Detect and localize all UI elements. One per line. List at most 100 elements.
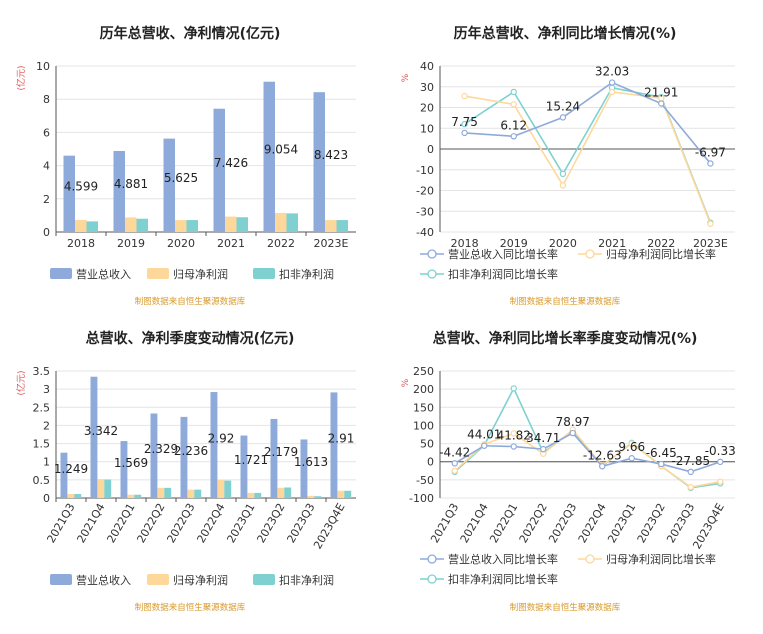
legend-label: 营业总收入同比增长率: [448, 552, 558, 566]
series-point: [461, 129, 468, 137]
bar-parent-profit: [97, 479, 105, 498]
legend-marker: [585, 249, 595, 259]
y-tick-label: 0: [427, 143, 434, 156]
y-tick-label: 250: [413, 365, 434, 378]
line-data-label: 44.01: [467, 428, 501, 442]
bar-parent-profit: [127, 494, 135, 498]
chart-quarterly-amounts: 总营收、净利季度变动情况(亿元) (亿元) 0 0.5 1 1.5 2 2.5 3 3.5 2021…: [15, 330, 356, 613]
series-point: [451, 460, 458, 467]
series-point: [658, 100, 665, 107]
x-tick-label: 2022Q4: [195, 501, 228, 545]
line-data-label: -27.85: [671, 454, 710, 468]
series-line-parent-profit-growth: [464, 91, 712, 224]
bar-deducted-profit: [236, 217, 248, 232]
series-point: [608, 79, 616, 86]
y-tick-label: 0: [43, 226, 50, 239]
x-tick-label: 2022Q1: [105, 501, 138, 545]
bar-parent-profit: [157, 487, 165, 498]
line-data-label: 21.91: [644, 86, 678, 100]
legend-label: 营业总收入: [76, 267, 131, 281]
bar-parent-profit: [67, 494, 75, 498]
bar-data-label: 3.342: [84, 424, 118, 438]
bar-deducted-profit: [164, 487, 172, 498]
chart-annual-amounts: 历年总营收、净利情况(亿元) (亿元) 0 2 4 6 8 10 2018 2019 2020 202…: [15, 25, 356, 307]
bar-data-label: 2.329: [144, 442, 178, 456]
legend-label: 归母净利润: [173, 267, 228, 281]
bar-revenue: [240, 435, 248, 498]
bar-deducted-profit: [314, 496, 322, 498]
y-tick-label: -50: [416, 474, 434, 487]
x-tick-label: 2022Q2: [517, 501, 550, 545]
legend-swatch: [253, 574, 275, 585]
legend-swatch: [147, 268, 169, 279]
y-tick-label: 3: [43, 383, 50, 396]
y-tick-label: 2: [43, 193, 50, 206]
bar-parent-profit: [277, 487, 285, 498]
bar-data-label: 2.236: [174, 444, 208, 458]
series-point: [559, 170, 567, 178]
legend-label: 扣非净利润同比增长率: [448, 572, 558, 586]
y-tick-label: -100: [409, 492, 434, 505]
series-line-parent-profit-growth: [454, 428, 721, 488]
x-tick-label: 2022Q3: [546, 501, 579, 545]
legend-swatch: [253, 268, 275, 279]
y-tick-label: 8: [43, 93, 50, 106]
y-tick-label: 2.5: [33, 401, 51, 414]
legend-marker: [427, 574, 437, 584]
line-data-label: -6.45: [646, 446, 677, 460]
legend-swatch: [50, 574, 72, 585]
bar-deducted-profit: [194, 489, 202, 498]
chart-quarterly-growth: 总营收、净利同比增长率季度变动情况(%)% -100 -50 0 50 100 150 200…: [401, 330, 736, 613]
series-point: [510, 385, 517, 392]
series-line-revenue-growth: [464, 81, 712, 164]
bar-revenue: [213, 108, 225, 232]
series-line-deducted-profit-growth: [464, 86, 712, 223]
line-data-label: 41.82: [497, 429, 531, 443]
bar-revenue: [263, 81, 275, 232]
bar-data-label: 2.179: [264, 445, 298, 459]
series-point: [687, 483, 694, 491]
bar-data-label: 7.426: [214, 156, 248, 170]
y-axis-unit: (亿元): [15, 65, 27, 90]
bar-deducted-profit: [104, 479, 112, 498]
x-tick-label: 2021: [598, 237, 626, 250]
series-point: [510, 443, 517, 450]
bar-revenue: [90, 376, 98, 498]
x-tick-label: 2023Q2: [255, 501, 288, 545]
legend-marker: [585, 554, 595, 564]
series-point: [628, 455, 635, 462]
y-axis-unit: %: [401, 73, 411, 82]
bar-parent-profit: [217, 479, 225, 498]
y-tick-label: -30: [416, 205, 434, 218]
x-tick-label: 2023Q3: [664, 501, 697, 545]
bar-deducted-profit: [344, 490, 352, 498]
bar-parent-profit: [325, 220, 337, 232]
bar-revenue: [313, 92, 325, 233]
legend-label: 归母净利润同比增长率: [606, 247, 716, 261]
x-tick-label: 2021Q3: [45, 501, 78, 545]
bar-deducted-profit: [136, 218, 148, 232]
bar-revenue: [120, 441, 128, 498]
legend-label: 归母净利润同比增长率: [606, 552, 716, 566]
x-tick-label: 2022: [647, 237, 675, 250]
y-tick-label: -10: [416, 164, 434, 177]
line-data-label: -12.63: [583, 448, 622, 462]
bar-revenue: [300, 439, 308, 498]
legend-label: 营业总收入: [76, 573, 131, 587]
legend-label: 营业总收入同比增长率: [448, 247, 558, 261]
bar-data-label: 9.054: [264, 143, 298, 157]
bar-parent-profit: [307, 495, 315, 498]
bar-revenue: [63, 155, 75, 232]
source-note: 制图数据来自恒生聚源数据库: [135, 296, 246, 307]
y-tick-label: 40: [420, 60, 434, 73]
series-point: [540, 445, 547, 453]
x-tick-label: 2018: [67, 237, 95, 250]
y-tick-label: 6: [43, 126, 50, 139]
y-tick-label: 2: [43, 419, 50, 432]
bar-deducted-profit: [286, 213, 298, 232]
bar-data-label: 1.721: [234, 453, 268, 467]
x-tick-label: 2023E: [314, 237, 349, 250]
series-point: [559, 182, 567, 189]
x-tick-label: 2022: [267, 237, 295, 250]
series-point: [481, 442, 488, 449]
